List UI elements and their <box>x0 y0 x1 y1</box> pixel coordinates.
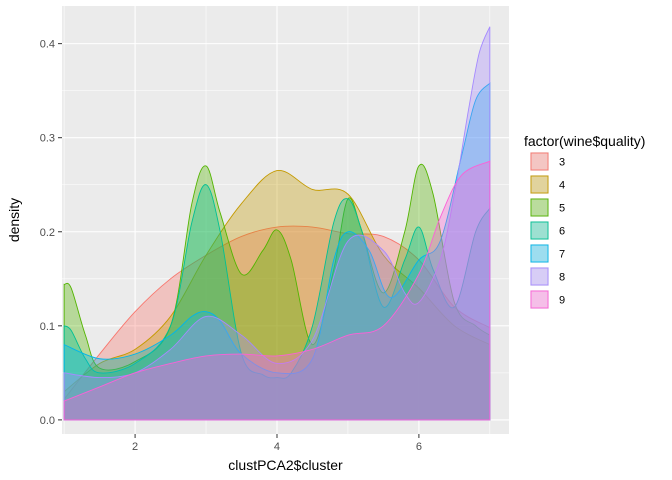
legend-swatch-quality-3 <box>530 152 549 171</box>
legend-key-background <box>530 198 549 217</box>
y-tick-label: 0.3 <box>40 133 55 145</box>
x-tick-label: 6 <box>416 441 422 453</box>
legend: factor(wine$quality) 3 4 5 6 7 8 9 <box>524 133 645 309</box>
x-tick-label: 2 <box>132 441 138 453</box>
y-tick-label: 0.1 <box>40 321 55 333</box>
y-tick-label: 0.0 <box>40 415 55 427</box>
density-area-quality-5 <box>63 163 491 421</box>
axes: 2 4 6 0.0 0.1 0.2 0.3 0.4 <box>40 39 422 453</box>
legend-swatch-quality-4 <box>530 175 549 194</box>
legend-label-quality-9: 9 <box>559 295 565 307</box>
legend-key-background <box>530 152 549 171</box>
legend-key-background <box>530 290 549 309</box>
legend-label-quality-5: 5 <box>559 203 565 215</box>
legend-swatch-quality-6 <box>530 221 549 240</box>
y-axis-title: density <box>6 198 22 242</box>
y-tick-label: 0.4 <box>40 39 55 51</box>
legend-key-background <box>530 267 549 286</box>
legend-label-quality-8: 8 <box>559 272 565 284</box>
legend-items: 3 4 5 6 7 8 9 <box>530 152 565 309</box>
y-tick-label: 0.2 <box>40 227 55 239</box>
legend-title: factor(wine$quality) <box>524 133 645 149</box>
legend-swatch-quality-9 <box>530 290 549 309</box>
legend-label-quality-3: 3 <box>559 157 565 169</box>
x-tick-label: 4 <box>274 441 280 453</box>
density-area-quality-3 <box>63 225 491 421</box>
legend-key-background <box>530 244 549 263</box>
density-areas <box>63 26 491 421</box>
grid-lines <box>62 6 509 434</box>
density-area-quality-8 <box>63 26 491 421</box>
legend-swatch-quality-7 <box>530 244 549 263</box>
density-area-quality-7 <box>63 81 491 421</box>
legend-key-background <box>530 221 549 240</box>
density-area-quality-4 <box>63 170 491 421</box>
legend-key-background <box>530 175 549 194</box>
x-axis-title: clustPCA2$cluster <box>228 457 343 473</box>
density-area-quality-9 <box>63 160 491 421</box>
legend-label-quality-7: 7 <box>559 249 565 261</box>
legend-label-quality-6: 6 <box>559 226 565 238</box>
legend-swatch-quality-5 <box>530 198 549 217</box>
legend-label-quality-4: 4 <box>559 180 565 192</box>
legend-swatch-quality-8 <box>530 267 549 286</box>
density-area-quality-6 <box>63 184 491 421</box>
